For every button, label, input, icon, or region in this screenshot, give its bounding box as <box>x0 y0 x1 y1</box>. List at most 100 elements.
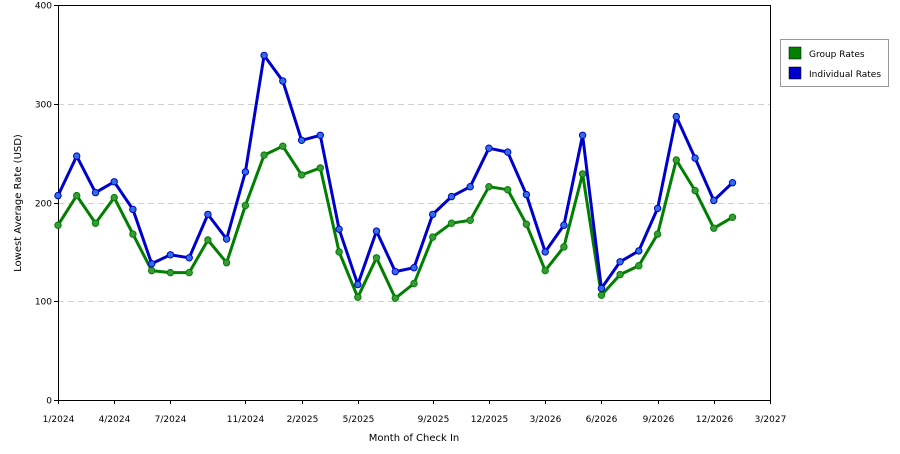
data-point-group-rates <box>447 219 456 227</box>
data-point-individual-rates <box>710 196 718 205</box>
y-tick-label: 300 <box>35 101 52 111</box>
plot-area <box>58 5 771 401</box>
data-point-individual-rates <box>260 51 268 60</box>
data-point-individual-rates <box>447 192 456 201</box>
data-point-individual-rates <box>204 210 212 219</box>
y-tick-label: 200 <box>35 200 52 210</box>
data-point-group-rates <box>410 279 418 288</box>
data-point-individual-rates <box>91 188 100 197</box>
y-tick-label: 400 <box>35 2 52 12</box>
x-tick-label: 9/2025 <box>418 415 450 425</box>
data-point-group-rates <box>522 220 531 228</box>
x-tick-label: 2/2025 <box>287 415 319 425</box>
data-point-group-rates <box>560 243 568 251</box>
data-point-group-rates <box>541 266 549 275</box>
data-point-individual-rates <box>522 190 531 199</box>
y-axis-title: Lowest Average Rate (USD) <box>13 134 24 272</box>
data-point-individual-rates <box>148 260 156 268</box>
x-tick-label: 12/2025 <box>471 415 508 425</box>
data-point-individual-rates <box>429 210 437 219</box>
series-individual-rates <box>54 51 737 293</box>
x-tick-label: 9/2026 <box>643 415 675 425</box>
data-point-individual-rates <box>73 152 81 160</box>
data-point-group-rates <box>429 233 437 241</box>
data-point-individual-rates <box>54 191 62 200</box>
data-point-group-rates <box>297 171 306 179</box>
data-point-individual-rates <box>241 168 250 176</box>
data-point-individual-rates <box>222 235 231 243</box>
data-point-individual-rates <box>372 227 381 235</box>
data-point-individual-rates <box>560 221 568 229</box>
data-point-individual-rates <box>410 264 418 272</box>
y-tick-label: 0 <box>46 397 52 407</box>
data-point-group-rates <box>222 259 231 267</box>
data-point-group-rates <box>485 183 493 191</box>
data-point-group-rates <box>129 230 137 238</box>
x-tick-label: 3/2027 <box>755 415 787 425</box>
x-tick-label: 6/2026 <box>586 415 618 425</box>
legend-swatch-individual-rates <box>788 66 802 80</box>
data-point-individual-rates <box>653 204 662 213</box>
x-tick-label: 7/2024 <box>155 415 187 425</box>
data-point-group-rates <box>110 193 118 202</box>
series-line-group-rates <box>56 144 734 300</box>
data-point-group-rates <box>578 170 587 178</box>
x-tick-label: 5/2025 <box>343 415 375 425</box>
data-point-group-rates <box>710 224 718 232</box>
data-point-group-rates <box>166 268 175 277</box>
x-axis: 1/2024 4/2024 7/2024 11/2024 2/2025 5/2025 9/2… <box>43 400 787 425</box>
data-point-group-rates <box>466 216 474 225</box>
data-point-group-rates <box>504 186 512 194</box>
x-tick-label: 11/2024 <box>227 415 265 425</box>
data-point-individual-rates <box>110 178 118 186</box>
x-tick-label: 1/2024 <box>43 415 75 425</box>
data-point-group-rates <box>691 186 699 195</box>
data-point-individual-rates <box>297 136 306 145</box>
data-point-individual-rates <box>672 112 680 121</box>
data-point-group-rates <box>728 213 737 222</box>
data-point-group-rates <box>335 248 343 256</box>
y-axis: 0 100 200 300 400 <box>35 2 58 407</box>
data-point-individual-rates <box>316 131 324 140</box>
y-tick-label: 100 <box>35 298 52 308</box>
series-line-individual-rates <box>56 53 734 290</box>
data-point-individual-rates <box>279 77 287 85</box>
data-point-individual-rates <box>616 258 624 266</box>
legend: Group Rates Individual Rates <box>780 39 889 87</box>
data-point-group-rates <box>635 262 643 270</box>
data-point-individual-rates <box>597 284 606 293</box>
data-point-group-rates <box>672 156 680 164</box>
series-layer <box>54 51 737 302</box>
data-point-group-rates <box>148 266 156 275</box>
data-point-group-rates <box>185 268 193 277</box>
data-point-group-rates <box>91 219 100 227</box>
data-point-individual-rates <box>129 205 137 214</box>
data-point-individual-rates <box>335 225 343 233</box>
grid-lines <box>58 104 770 302</box>
data-point-group-rates <box>616 270 624 279</box>
data-point-individual-rates <box>504 148 512 156</box>
data-point-individual-rates <box>578 131 587 140</box>
data-point-individual-rates <box>354 280 362 289</box>
data-point-individual-rates <box>485 144 493 152</box>
data-point-group-rates <box>241 201 250 210</box>
x-tick-label: 12/2026 <box>696 415 734 425</box>
data-point-individual-rates <box>635 247 643 255</box>
data-point-individual-rates <box>728 179 737 187</box>
data-point-group-rates <box>372 254 381 262</box>
data-point-group-rates <box>597 291 606 299</box>
data-point-individual-rates <box>466 183 474 191</box>
data-point-group-rates <box>653 230 662 238</box>
legend-label-group-rates: Group Rates <box>809 50 865 60</box>
data-point-group-rates <box>73 191 81 200</box>
series-group-rates <box>54 142 737 302</box>
data-point-group-rates <box>260 151 268 159</box>
data-point-individual-rates <box>541 248 549 256</box>
data-point-individual-rates <box>391 267 399 276</box>
data-point-group-rates <box>54 221 62 229</box>
data-point-group-rates <box>204 236 212 244</box>
data-point-individual-rates <box>185 254 193 262</box>
data-point-individual-rates <box>166 251 175 259</box>
